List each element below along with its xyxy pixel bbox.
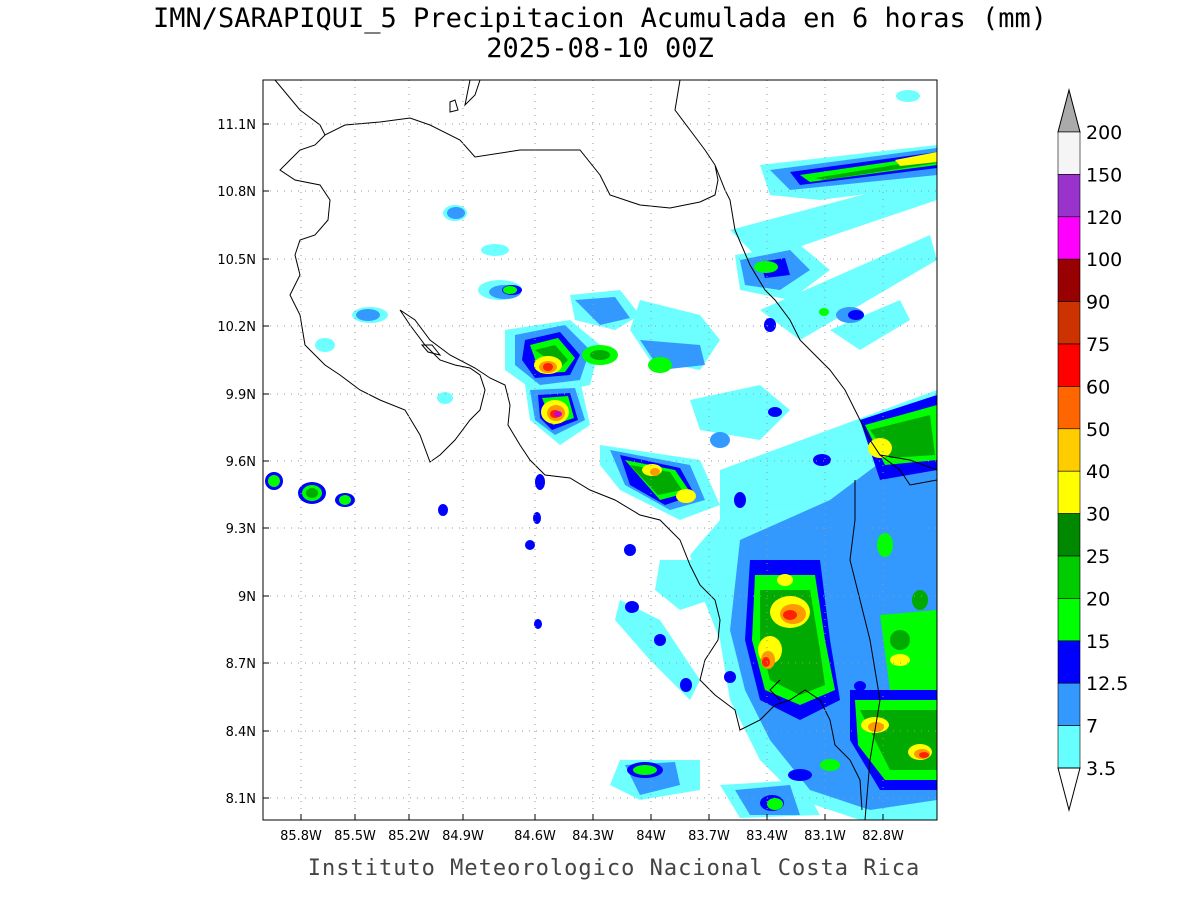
longitude-labels: 85.8W 85.5W 85.2W 84.9W 84.6W 84.3W 84W …: [280, 829, 904, 844]
map-grid: [263, 80, 937, 820]
coastline-borders: [274, 80, 937, 820]
colorbar-segment: [1057, 725, 1081, 769]
colorbar-label: 7: [1086, 716, 1098, 738]
axis-ticks: [263, 123, 884, 820]
colorbar-segment: [1057, 258, 1081, 302]
map-frame: [262, 79, 938, 821]
lon-tick-label: 84.3W: [572, 829, 614, 844]
chart-subtitle-date: 2025-08-10 00Z: [486, 33, 714, 64]
colorbar-segment: [1057, 343, 1081, 387]
colorbar-under-triangle: [1057, 767, 1081, 812]
footer-credit: Instituto Meteorologico Nacional Costa R…: [307, 856, 921, 881]
colorbar-label: 120: [1086, 207, 1122, 229]
lon-tick-label: 85.8W: [280, 829, 322, 844]
colorbar-label: 50: [1086, 419, 1110, 441]
lon-tick-label: 83.1W: [804, 829, 846, 844]
colorbar-label: 60: [1086, 376, 1110, 398]
lon-tick-label: 83.7W: [688, 829, 730, 844]
lat-tick-label: 11.1N: [217, 118, 256, 133]
colorbar-segment: [1057, 555, 1081, 599]
colorbar-segment: [1057, 216, 1081, 260]
latitude-labels: 11.1N 10.8N 10.5N 10.2N 9.9N 9.6N 9.3N 9…: [217, 118, 256, 807]
lon-tick-label: 84W: [636, 829, 666, 844]
colorbar-segment: [1057, 301, 1081, 345]
colorbar-label: 30: [1086, 504, 1110, 526]
colorbar-label: 40: [1086, 461, 1110, 483]
lon-tick-label: 82.8W: [862, 829, 904, 844]
colorbar-segment: [1057, 131, 1081, 175]
colorbar-label: 12.5: [1086, 673, 1128, 695]
colorbar-segment: [1057, 513, 1081, 557]
colorbar-segment: [1057, 682, 1081, 726]
lon-tick-label: 84.6W: [514, 829, 556, 844]
colorbar-label: 20: [1086, 588, 1110, 610]
lat-tick-label: 10.8N: [217, 185, 256, 200]
lon-tick-label: 85.5W: [334, 829, 376, 844]
colorbar-label: 3.5: [1086, 758, 1116, 780]
lat-tick-label: 10.2N: [217, 320, 256, 335]
colorbar-label: 200: [1086, 122, 1122, 144]
colorbar-segment: [1057, 174, 1081, 218]
lat-tick-label: 9.9N: [226, 388, 256, 403]
colorbar-label: 100: [1086, 249, 1122, 271]
lat-tick-label: 9.6N: [226, 455, 256, 470]
precipitation-field: [265, 90, 937, 820]
lon-tick-label: 83.4W: [746, 829, 788, 844]
lat-tick-label: 8.1N: [226, 792, 256, 807]
colorbar-over-triangle: [1057, 88, 1081, 133]
colorbar-label: 75: [1086, 334, 1110, 356]
chart-title: IMN/SARAPIQUI_5 Precipitacion Acumulada …: [152, 3, 1048, 34]
lat-tick-label: 8.4N: [226, 725, 256, 740]
colorbar-segment: [1057, 428, 1081, 472]
colorbar-segment: [1057, 598, 1081, 642]
colorbar-label: 150: [1086, 164, 1122, 186]
lat-tick-label: 8.7N: [226, 657, 256, 672]
lon-tick-label: 84.9W: [442, 829, 484, 844]
colorbar-label: 25: [1086, 546, 1110, 568]
colorbar-legend: 200 150 120 100 90 75 60 50 40 30 25 20 15 12.5 7 3.5: [1057, 88, 1128, 812]
lat-tick-label: 10.5N: [217, 253, 256, 268]
colorbar-segment: [1057, 386, 1081, 430]
lat-tick-label: 9N: [238, 590, 256, 605]
colorbar-label: 90: [1086, 292, 1110, 314]
colorbar-segment: [1057, 470, 1081, 514]
lat-tick-label: 9.3N: [226, 522, 256, 537]
colorbar-segment: [1057, 640, 1081, 684]
lon-tick-label: 85.2W: [388, 829, 430, 844]
colorbar-label: 15: [1086, 631, 1110, 653]
